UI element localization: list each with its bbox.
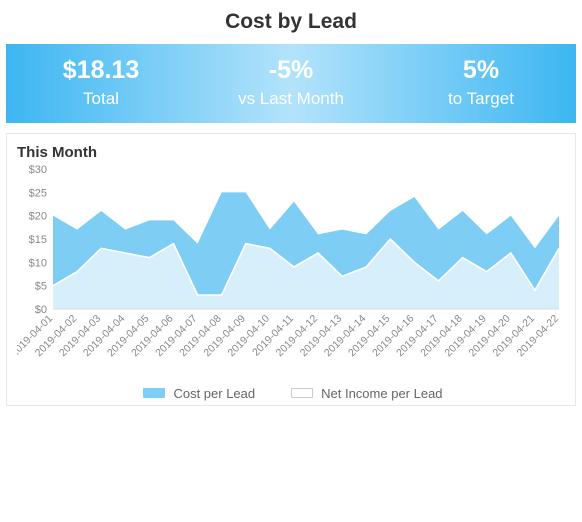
chart-legend: Cost per Lead Net Income per Lead	[17, 386, 569, 401]
metric-to-target: 5% to Target	[386, 56, 576, 109]
svg-text:$30: $30	[29, 165, 47, 176]
area-chart-svg: $0$5$10$15$20$25$302019-04-012019-04-022…	[17, 165, 565, 375]
legend-label: Net Income per Lead	[321, 386, 442, 401]
chart-area: $0$5$10$15$20$25$302019-04-012019-04-022…	[17, 165, 569, 380]
metrics-bar: $18.13 Total -5% vs Last Month 5% to Tar…	[6, 44, 576, 123]
svg-text:$20: $20	[29, 210, 47, 222]
metric-label: Total	[6, 89, 196, 109]
metric-label: vs Last Month	[196, 89, 386, 109]
svg-text:$25: $25	[29, 187, 47, 199]
widget-title: Cost by Lead	[6, 10, 576, 34]
metric-total: $18.13 Total	[6, 56, 196, 109]
metric-vs-last-month: -5% vs Last Month	[196, 56, 386, 109]
svg-text:$5: $5	[35, 280, 47, 292]
legend-item-cost: Cost per Lead	[143, 386, 255, 401]
chart-panel: This Month $0$5$10$15$20$25$302019-04-01…	[6, 133, 576, 406]
metric-value: $18.13	[6, 56, 196, 85]
metric-label: to Target	[386, 89, 576, 109]
legend-swatch	[291, 388, 313, 398]
metric-value: -5%	[196, 56, 386, 85]
cost-by-lead-widget: Cost by Lead $18.13 Total -5% vs Last Mo…	[0, 0, 582, 412]
legend-swatch	[143, 388, 165, 398]
chart-title: This Month	[17, 144, 569, 161]
metric-value: 5%	[386, 56, 576, 85]
svg-text:$15: $15	[29, 234, 47, 246]
legend-label: Cost per Lead	[173, 386, 255, 401]
svg-text:$10: $10	[29, 257, 47, 269]
legend-item-net: Net Income per Lead	[291, 386, 442, 401]
